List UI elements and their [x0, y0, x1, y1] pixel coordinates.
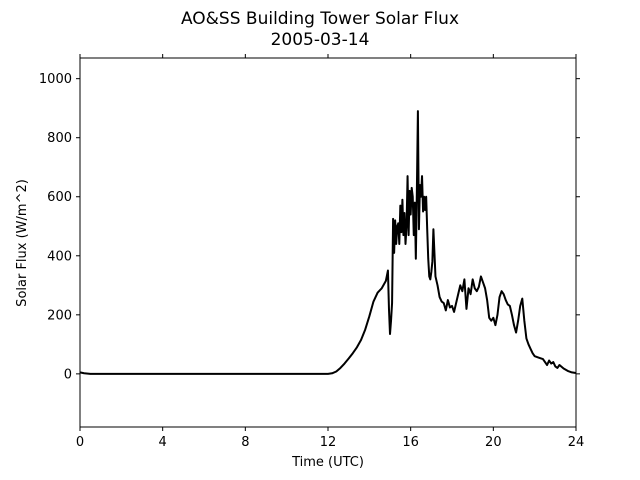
- x-tick-label: 8: [241, 435, 249, 450]
- y-tick-label: 600: [47, 190, 72, 205]
- x-tick-label: 0: [76, 435, 84, 450]
- x-tick-label: 16: [402, 435, 419, 450]
- axis-ticks: 0 4 8 12 16 20 24 0 200 400 600 800 1000: [39, 54, 584, 450]
- x-tick-label: 20: [485, 435, 502, 450]
- chart-subtitle: 2005-03-14: [271, 30, 370, 50]
- y-tick-label: 200: [47, 308, 72, 323]
- x-axis-label: Time (UTC): [291, 455, 364, 470]
- x-tick-label: 24: [568, 435, 585, 450]
- y-tick-label: 0: [64, 367, 72, 382]
- y-tick-label: 800: [47, 131, 72, 146]
- series-line: [79, 110, 577, 375]
- y-axis-label: Solar Flux (W/m^2): [15, 179, 30, 307]
- plot-frame: [79, 57, 577, 428]
- chart-title: AO&SS Building Tower Solar Flux: [181, 9, 459, 29]
- x-tick-label: 12: [320, 435, 337, 450]
- y-tick-label: 400: [47, 249, 72, 264]
- x-tick-label: 4: [159, 435, 167, 450]
- y-tick-label: 1000: [39, 72, 72, 87]
